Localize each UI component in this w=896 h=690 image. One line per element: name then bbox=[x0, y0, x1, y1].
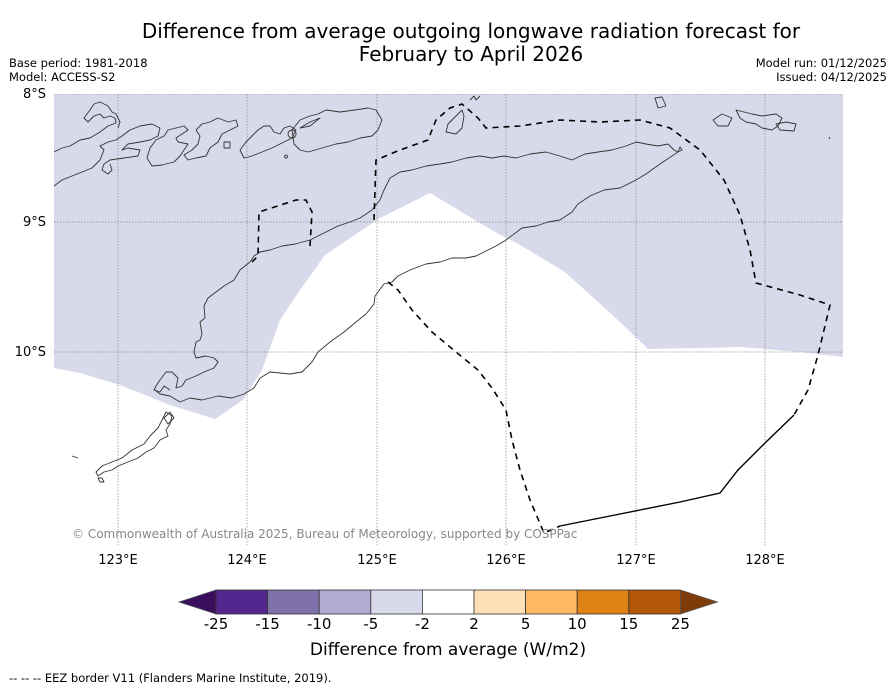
coastline-island-small-2 bbox=[287, 129, 297, 139]
coastline-wetar-west bbox=[239, 125, 297, 159]
anomaly-fill-region bbox=[54, 94, 843, 419]
coastline-rote-tip bbox=[163, 411, 175, 425]
coastline-island-small-1 bbox=[223, 141, 231, 149]
coastline-timor-north bbox=[249, 141, 679, 263]
colorbar-segment bbox=[318, 589, 372, 615]
coastline-rote bbox=[95, 411, 173, 477]
issued-date: Issued: 04/12/2025 bbox=[776, 70, 887, 84]
meta-left: Base period: 1981-2018 Model: ACCESS-S2 bbox=[9, 56, 148, 84]
coastline-alor bbox=[183, 117, 239, 161]
colorbar-tick: -15 bbox=[255, 615, 280, 633]
eez-border-north bbox=[373, 103, 831, 416]
colorbar-tick: -5 bbox=[363, 615, 379, 633]
coastline-timor-east-tip bbox=[677, 146, 683, 153]
coastline-island-ne-3 bbox=[735, 109, 783, 131]
chart-title: Difference from average outgoing longwav… bbox=[0, 20, 896, 66]
lon-label-123e: 123°E bbox=[98, 553, 138, 568]
coastline-islet-4 bbox=[828, 136, 831, 140]
lon-label-125e: 125°E bbox=[357, 553, 397, 568]
lat-label-8s: 8°S bbox=[22, 87, 46, 102]
colorbar-tick: 25 bbox=[670, 615, 690, 633]
lat-label-9s: 9°S bbox=[22, 215, 46, 230]
title-line-1: Difference from average outgoing longwav… bbox=[141, 19, 801, 43]
colorbar-label: Difference from average (W/m2) bbox=[309, 640, 587, 660]
coastline-pantar bbox=[146, 125, 189, 167]
eez-border-enclave bbox=[251, 199, 313, 263]
colorbar-tick: 10 bbox=[567, 615, 587, 633]
title-line-2: February to April 2026 bbox=[358, 42, 584, 66]
lon-label-127e: 127°E bbox=[616, 553, 656, 568]
lon-label-126e: 126°E bbox=[486, 553, 526, 568]
colorbar-tick: -2 bbox=[414, 615, 430, 633]
colorbar-extend-low bbox=[177, 589, 217, 615]
meta-right: Model run: 01/12/2025 Issued: 04/12/2025 bbox=[756, 56, 887, 84]
coastline-islet-2 bbox=[469, 95, 481, 101]
eez-border-solid-segment bbox=[559, 414, 795, 527]
coastline-ndao bbox=[97, 477, 105, 483]
coastline-islet-1 bbox=[284, 154, 288, 159]
coastline-islet-3 bbox=[71, 455, 79, 459]
colorbar-segment bbox=[215, 589, 268, 615]
coastline-island-ne-1 bbox=[654, 96, 667, 109]
coastline-island-ne-2 bbox=[712, 113, 733, 127]
coastline-lembata bbox=[54, 123, 161, 187]
colorbar-segment bbox=[267, 589, 320, 615]
colorbar-extend-high bbox=[680, 589, 719, 615]
model-name: Model: ACCESS-S2 bbox=[9, 70, 116, 84]
coastline-atauro bbox=[445, 109, 465, 135]
coastline-timor-west bbox=[153, 261, 251, 393]
lon-label-124e: 124°E bbox=[227, 553, 267, 568]
coastline-island-ne-4 bbox=[775, 121, 797, 132]
colorbar-tick: -10 bbox=[306, 615, 332, 633]
colorbar-segment bbox=[525, 589, 578, 615]
coastline-flores-east bbox=[54, 101, 121, 153]
lon-label-128e: 128°E bbox=[745, 553, 785, 568]
copyright-notice: © Commonwealth of Australia 2025, Bureau… bbox=[72, 527, 578, 541]
colorbar-segment bbox=[628, 589, 681, 615]
colorbar-segment bbox=[576, 589, 630, 615]
colorbar-segment bbox=[370, 589, 423, 615]
eez-border-south bbox=[387, 281, 561, 535]
lat-label-10s: 10°S bbox=[14, 345, 46, 360]
base-period: Base period: 1981-2018 bbox=[9, 56, 148, 70]
coastline-wetar bbox=[291, 107, 383, 153]
colorbar-tick: -25 bbox=[203, 615, 229, 633]
colorbar bbox=[177, 589, 719, 615]
colorbar-segment bbox=[421, 589, 475, 615]
eez-footnote: -- -- -- EEZ border V11 (Flanders Marine… bbox=[9, 671, 332, 685]
colorbar-segment bbox=[473, 589, 526, 615]
model-run-date: Model run: 01/12/2025 bbox=[755, 56, 887, 70]
colorbar-tick: 15 bbox=[619, 615, 639, 633]
colorbar-tick: 5 bbox=[520, 615, 531, 633]
coastline-wetar-lagoon bbox=[299, 117, 321, 129]
colorbar-tick: 2 bbox=[469, 615, 479, 633]
